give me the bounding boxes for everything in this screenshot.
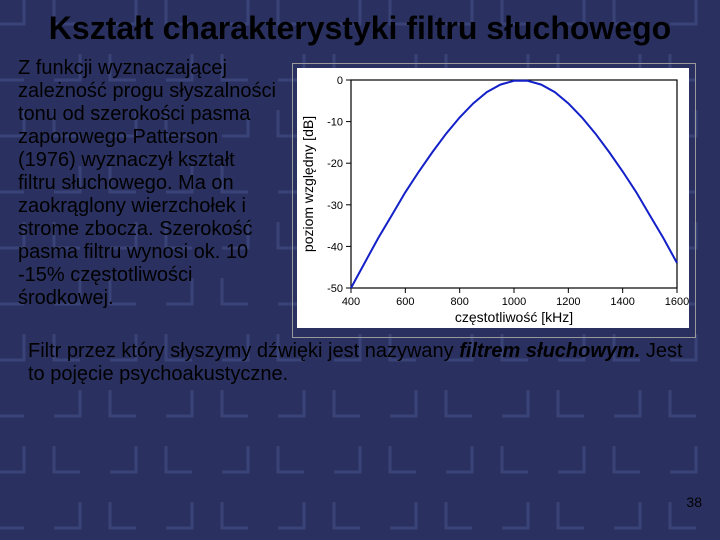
svg-text:-40: -40 <box>327 241 343 253</box>
svg-text:częstotliwość [kHz]: częstotliwość [kHz] <box>455 309 573 325</box>
svg-text:400: 400 <box>342 296 360 308</box>
svg-text:1600: 1600 <box>665 296 689 308</box>
bottom-text-em: filtrem słuchowym. <box>459 340 640 362</box>
svg-text:-50: -50 <box>327 283 343 295</box>
body-text-bottom: Filtr przez który słyszymy dźwięki jest … <box>0 338 720 387</box>
svg-text:1400: 1400 <box>610 296 634 308</box>
chart-wrap: 400 600 800 1000 1200 1400 1600 -50 -40 -30 -20 -10… <box>284 57 704 338</box>
svg-text:1200: 1200 <box>556 296 580 308</box>
chart-box: 400 600 800 1000 1200 1400 1600 -50 -40 -30 -20 -10… <box>292 63 696 338</box>
svg-text:-30: -30 <box>327 200 343 212</box>
slide-title: Kształt charakterystyki filtru słuchoweg… <box>0 0 720 53</box>
bottom-text-pre: Filtr przez który słyszymy dźwięki jest … <box>28 340 459 362</box>
body-row: Z funkcji wyznaczającej zależność progu … <box>0 53 720 338</box>
svg-text:1000: 1000 <box>502 296 526 308</box>
body-text-left: Z funkcji wyznaczającej zależność progu … <box>18 57 276 338</box>
svg-text:-20: -20 <box>327 158 343 170</box>
page-number: 38 <box>686 494 702 510</box>
svg-text:800: 800 <box>450 296 468 308</box>
slide: Kształt charakterystyki filtru słuchoweg… <box>0 0 720 540</box>
svg-text:poziom względny [dB]: poziom względny [dB] <box>300 116 316 252</box>
filter-shape-chart: 400 600 800 1000 1200 1400 1600 -50 -40 -30 -20 -10… <box>297 68 689 328</box>
svg-text:0: 0 <box>337 75 343 87</box>
svg-text:600: 600 <box>396 296 414 308</box>
svg-text:-10: -10 <box>327 116 343 128</box>
